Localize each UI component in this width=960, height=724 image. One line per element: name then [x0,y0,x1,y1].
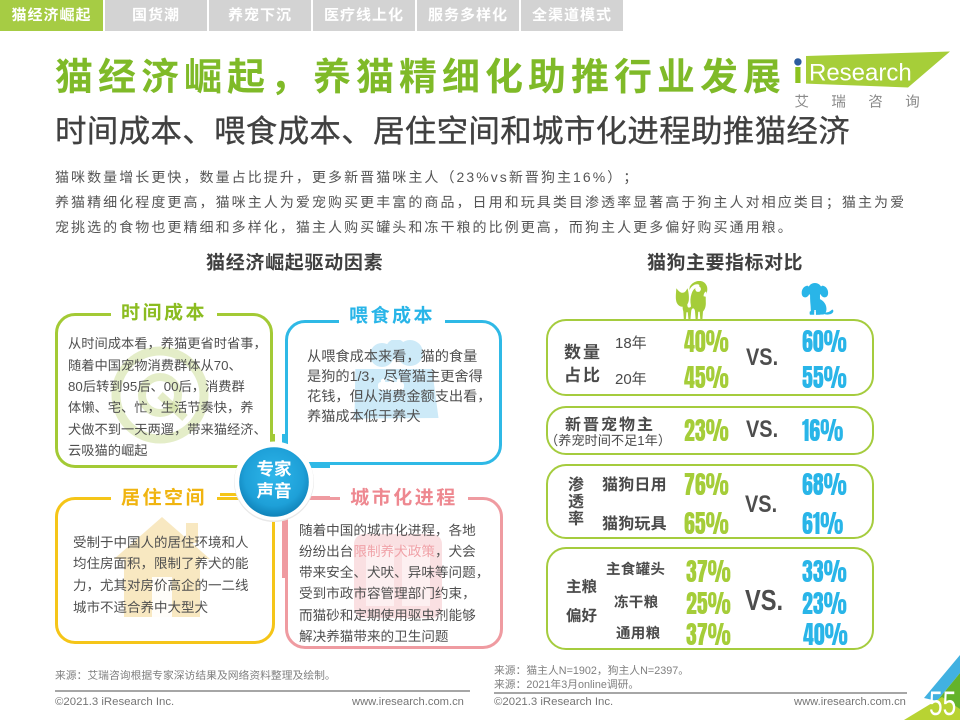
svg-text:Research: Research [809,60,912,87]
svg-text:艾瑞咨询: 艾瑞咨询 [795,91,943,112]
